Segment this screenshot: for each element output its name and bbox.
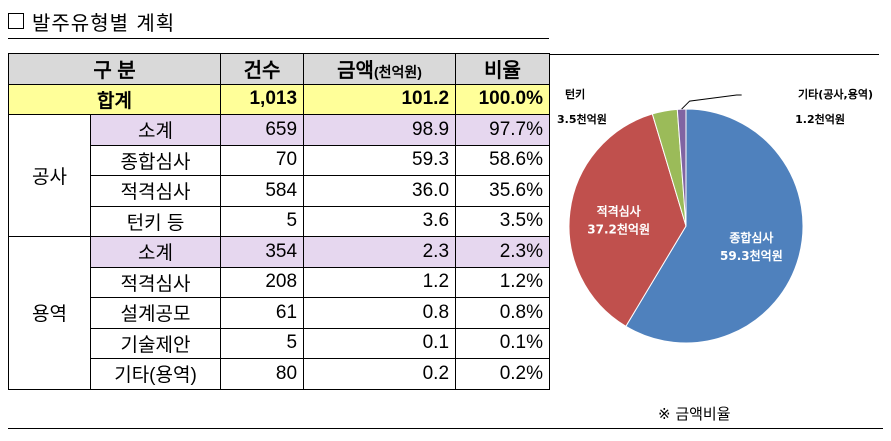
header-amount-unit: (천억원) <box>373 64 422 81</box>
cell-ratio: 35.6% <box>455 175 551 207</box>
table-row: 턴키 등 5 3.6 3.5% <box>9 205 551 237</box>
cell-amount: 59.3 <box>303 144 457 176</box>
cell-ratio: 58.6% <box>455 144 551 176</box>
slice-label: 적격심사 <box>597 204 641 219</box>
cell-ratio: 0.1% <box>455 327 551 359</box>
slice-label: 37.2천억원 <box>587 222 650 237</box>
header-ratio: 비율 <box>455 53 551 85</box>
cell-amount: 0.8 <box>303 297 457 329</box>
slice-label: 59.3천억원 <box>720 248 783 263</box>
slice-label: 종합심사 <box>729 230 773 245</box>
divider-bottom <box>8 428 883 429</box>
cell-label: 설계공모 <box>89 297 222 329</box>
total-amount: 101.2 <box>303 83 457 115</box>
cell-label: 적격심사 <box>89 266 222 298</box>
cell-amount: 2.3 <box>303 236 457 268</box>
cell-ratio: 97.7% <box>455 114 551 146</box>
pie-slice <box>625 108 804 344</box>
plan-table: 구 분 건수 금액(천억원) 비율 합계 1,013 101.2 100.0% … <box>7 53 551 390</box>
table-row: 공사 소계 659 98.9 97.7% <box>8 114 551 237</box>
cell-count: 584 <box>220 175 305 207</box>
cell-amount: 0.1 <box>303 327 457 359</box>
cell-count: 5 <box>220 205 305 237</box>
heading-text: 발주유형별 계획 <box>32 10 176 35</box>
cell-amount: 3.6 <box>303 205 457 237</box>
cell-ratio: 3.5% <box>455 205 551 237</box>
amount-pie-chart: 종합심사 59.3천억원 적격심사 37.2천억원 턴키 3.5천억원 기타(공사,용역) 1… <box>557 87 873 344</box>
cell-count: 5 <box>220 327 305 359</box>
checkbox-icon <box>8 13 24 29</box>
slice-label: 턴키 <box>565 87 585 101</box>
cell-amount: 36.0 <box>303 175 457 207</box>
cell-ratio: 0.2% <box>455 358 551 390</box>
total-row: 합계 1,013 101.2 100.0% <box>7 83 551 115</box>
cell-amount: 1.2 <box>303 266 457 298</box>
cell-label: 종합심사 <box>89 144 222 176</box>
total-count: 1,013 <box>220 83 305 115</box>
cell-label: 적격심사 <box>89 175 222 207</box>
pie-slice <box>676 108 687 227</box>
header-row: 구 분 건수 금액(천억원) 비율 <box>7 53 551 85</box>
table-row: 설계공모 61 0.8 0.8% <box>9 297 551 329</box>
total-ratio: 100.0% <box>455 83 551 115</box>
cell-label: 소계 <box>89 236 222 268</box>
cell-count: 80 <box>220 358 305 390</box>
slice-label: 3.5천억원 <box>557 112 607 126</box>
header-count: 건수 <box>220 53 305 85</box>
cell-label: 턴키 등 <box>89 205 222 237</box>
group-label: 공사 <box>8 114 91 237</box>
slice-label: 1.2천억원 <box>795 112 845 126</box>
cell-ratio: 2.3% <box>455 236 551 268</box>
pie-slice <box>568 113 687 328</box>
total-label: 합계 <box>7 83 222 115</box>
table-row: 적격심사 584 36.0 35.6% <box>9 175 551 207</box>
cell-label: 소계 <box>89 114 222 146</box>
divider-right <box>549 54 879 55</box>
cell-count: 61 <box>220 297 305 329</box>
table-row: 기술제안 5 0.1 0.1% <box>9 327 551 359</box>
slice-label: 기타(공사,용역) <box>798 87 873 101</box>
leader-line <box>681 94 742 110</box>
section-heading: 발주유형별 계획 <box>8 6 175 36</box>
header-amount: 금액(천억원) <box>303 53 457 85</box>
cell-count: 659 <box>220 114 305 146</box>
cell-count: 208 <box>220 266 305 298</box>
table-row: 기타(용역) 80 0.2 0.2% <box>9 358 551 390</box>
header-amount-main: 금액 <box>337 60 374 83</box>
table-row: 종합심사 70 59.3 58.6% <box>9 144 551 176</box>
group-label: 용역 <box>8 236 91 390</box>
table-row: 적격심사 208 1.2 1.2% <box>9 266 551 298</box>
cell-amount: 98.9 <box>303 114 457 146</box>
chart-note: ※ 금액비율 <box>658 405 731 423</box>
header-category: 구 분 <box>7 53 222 85</box>
divider-top <box>8 38 549 39</box>
cell-label: 기술제안 <box>89 327 222 359</box>
cell-ratio: 0.8% <box>455 297 551 329</box>
cell-count: 354 <box>220 236 305 268</box>
cell-amount: 0.2 <box>303 358 457 390</box>
cell-ratio: 1.2% <box>455 266 551 298</box>
table-row: 용역 소계 354 2.3 2.3% <box>8 236 551 390</box>
cell-label: 기타(용역) <box>89 358 222 390</box>
cell-count: 70 <box>220 144 305 176</box>
